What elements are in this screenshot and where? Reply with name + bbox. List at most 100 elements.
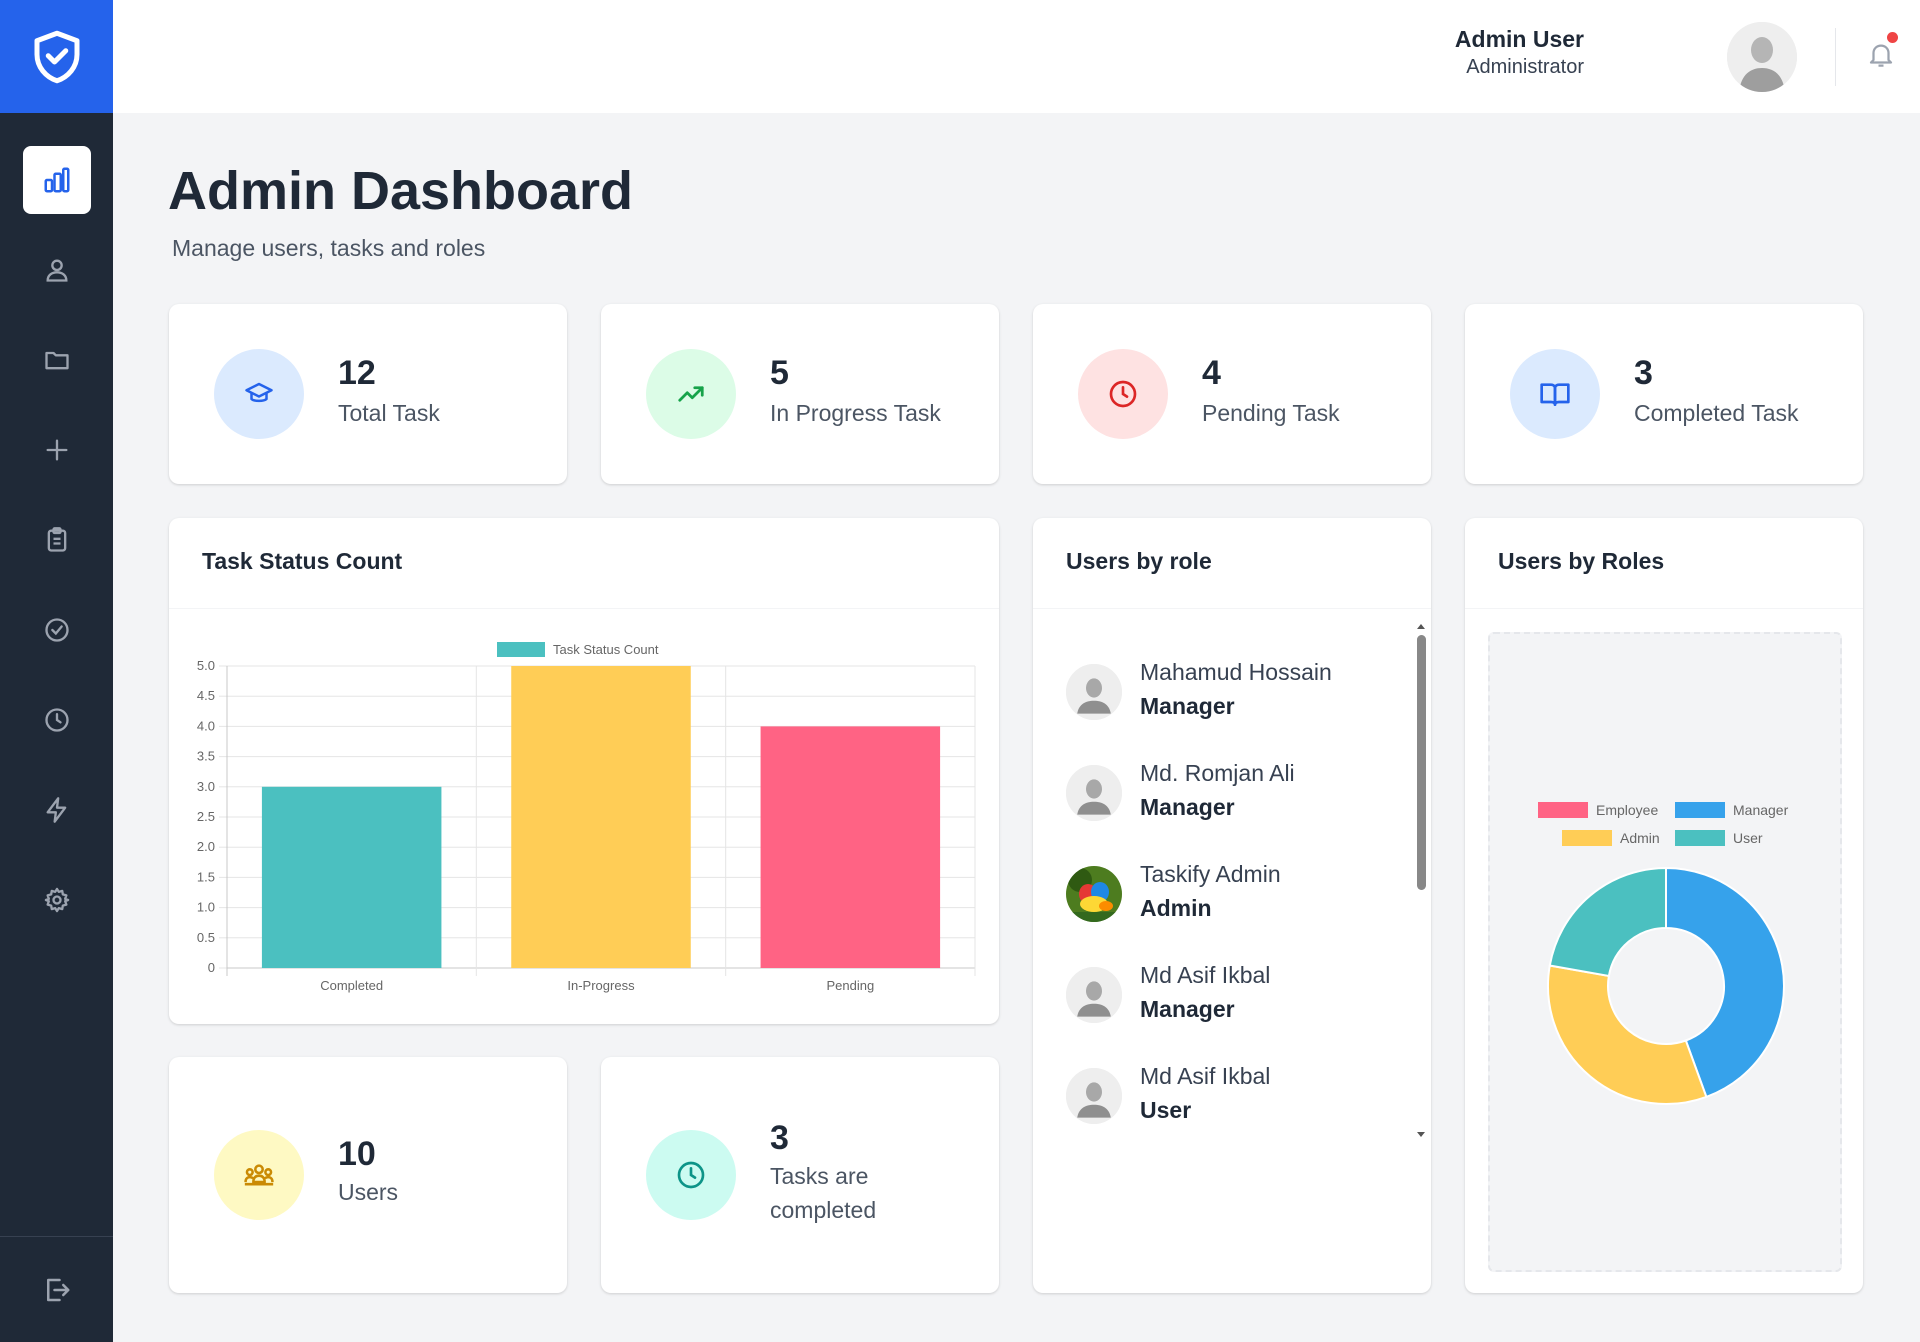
- avatar[interactable]: [1727, 22, 1797, 92]
- roles-chart-container: Employee Manager Admin User: [1488, 632, 1842, 1272]
- task-status-chart-card: Task Status Count Task Status Count 0 0.5 1…: [169, 518, 999, 1024]
- scroll-down-arrow-icon[interactable]: [1414, 1128, 1428, 1140]
- stat-card-in-progress: 5 In Progress Task: [601, 304, 999, 484]
- stat-card-tasks-completed: 3 Tasks are completed: [601, 1057, 999, 1293]
- y-tick-label: 4.5: [197, 688, 215, 703]
- page-subtitle: Manage users, tasks and roles: [172, 235, 486, 261]
- slice-user[interactable]: [1548, 866, 1667, 978]
- brand-logo[interactable]: [0, 0, 113, 113]
- list-item[interactable]: Mahamud Hossain Manager: [1066, 651, 1366, 731]
- avatar: [1066, 765, 1122, 821]
- stat-icon-wrap: [214, 1130, 304, 1220]
- y-tick-label: 1.0: [197, 900, 215, 915]
- legend-label-employee: Employee: [1596, 802, 1658, 818]
- sidebar-item-completed[interactable]: [23, 596, 91, 664]
- clock-icon: [44, 708, 69, 732]
- shield-check-icon: [34, 30, 79, 83]
- lightning-icon: [46, 797, 66, 823]
- sidebar-logout[interactable]: [0, 1236, 113, 1342]
- panel-title: Users by role: [1066, 548, 1212, 574]
- clock-icon: [677, 1161, 705, 1189]
- legend-swatch: [1562, 830, 1612, 846]
- users-group-icon: [244, 1164, 274, 1186]
- list-item[interactable]: Md Asif Ikbal User: [1066, 1055, 1366, 1135]
- scroll-up-arrow-icon[interactable]: [1414, 621, 1428, 633]
- sidebar-item-settings[interactable]: [23, 866, 91, 934]
- user-icon: [45, 259, 68, 282]
- bar-in-progress[interactable]: [511, 666, 691, 968]
- stat-label: Completed Task: [1634, 400, 1799, 426]
- x-tick-label: Completed: [320, 978, 383, 993]
- default-avatar-icon: [1066, 1068, 1122, 1124]
- stat-card-users: 10 Users: [169, 1057, 567, 1293]
- top-header: Admin User Administrator: [113, 0, 1920, 113]
- sidebar-item-tasks[interactable]: [23, 506, 91, 574]
- bar-completed[interactable]: [261, 786, 442, 968]
- stat-label: Users: [338, 1179, 399, 1205]
- stat-label: Total Task: [338, 400, 440, 426]
- user-role: Manager: [1140, 693, 1235, 719]
- sidebar-item-dashboard[interactable]: [22, 146, 91, 214]
- user-name: Md Asif Ikbal: [1140, 1063, 1271, 1089]
- stat-value: 4: [1202, 354, 1221, 392]
- user-name: Taskify Admin: [1140, 861, 1281, 887]
- y-tick-label: 3.5: [197, 749, 215, 764]
- stat-card-pending: 4 Pending Task: [1033, 304, 1431, 484]
- panel-divider: [1465, 608, 1863, 609]
- avatar: [1066, 967, 1122, 1023]
- current-user-name: Admin User: [1454, 26, 1584, 52]
- legend-swatch: [1538, 802, 1588, 818]
- stat-value: 3: [1634, 354, 1653, 392]
- stat-card-completed: 3 Completed Task: [1465, 304, 1863, 484]
- x-tick-label: Pending: [826, 978, 874, 993]
- legend-label-admin: Admin: [1620, 830, 1660, 846]
- y-tick-label: 3.0: [197, 779, 215, 794]
- stat-label: Tasks are completed: [770, 1163, 877, 1223]
- bar-chart-icon: [44, 167, 69, 193]
- y-tick-label: 4.0: [197, 718, 215, 733]
- legend-label-user: User: [1733, 830, 1763, 846]
- scrollbar-thumb[interactable]: [1417, 635, 1426, 890]
- users-by-roles-donut-chart: Employee Manager Admin User: [1538, 802, 1789, 1105]
- list-item[interactable]: Md. Romjan Ali Manager: [1066, 752, 1366, 832]
- folder-icon: [44, 351, 69, 370]
- avatar: [1066, 1068, 1122, 1124]
- list-item[interactable]: Md Asif Ikbal Manager: [1066, 954, 1366, 1034]
- stat-label: Pending Task: [1202, 400, 1340, 426]
- gear-icon: [44, 887, 69, 913]
- stat-icon-wrap: [1510, 349, 1600, 439]
- legend-label-manager: Manager: [1733, 802, 1789, 818]
- plus-icon: [46, 439, 68, 461]
- chart-legend: Employee Manager Admin User: [1538, 802, 1789, 846]
- legend-swatch: [1675, 802, 1725, 818]
- sidebar-item-users[interactable]: [23, 236, 91, 304]
- book-open-icon: [1540, 383, 1570, 406]
- sidebar-item-pending[interactable]: [23, 686, 91, 754]
- default-avatar-icon: [1066, 765, 1122, 821]
- current-user-info: Admin User Administrator: [1455, 24, 1584, 80]
- sidebar-item-add[interactable]: [23, 416, 91, 484]
- sidebar-item-activity[interactable]: [23, 776, 91, 844]
- stat-icon-wrap: [646, 1130, 736, 1220]
- stat-card-total-task: 12 Total Task: [169, 304, 567, 484]
- legend-swatch: [497, 642, 545, 657]
- legend-label: Task Status Count: [553, 642, 659, 657]
- logout-icon: [46, 1278, 69, 1301]
- bar-pending[interactable]: [760, 726, 941, 968]
- stat-icon-wrap: [1078, 349, 1168, 439]
- user-name: Md. Romjan Ali: [1140, 760, 1295, 786]
- avatar: [1066, 664, 1122, 720]
- slice-admin[interactable]: [1547, 964, 1708, 1105]
- users-by-role-card: Users by role Mahamud Hossain Manager Md…: [1033, 518, 1431, 1293]
- user-role-list[interactable]: Mahamud Hossain Manager Md. Romjan Ali M…: [1033, 618, 1413, 1143]
- user-name: Md Asif Ikbal: [1140, 962, 1271, 988]
- list-item[interactable]: Taskify Admin Admin: [1066, 853, 1366, 933]
- bell-icon[interactable]: [1866, 38, 1896, 72]
- default-avatar-icon: [1727, 22, 1797, 92]
- list-scrollbar[interactable]: [1414, 618, 1428, 1148]
- clipboard-icon: [47, 527, 66, 552]
- stat-icon-wrap: [646, 349, 736, 439]
- sidebar-nav: [0, 146, 113, 956]
- sidebar-item-projects[interactable]: [23, 326, 91, 394]
- slice-manager[interactable]: [1665, 866, 1785, 1099]
